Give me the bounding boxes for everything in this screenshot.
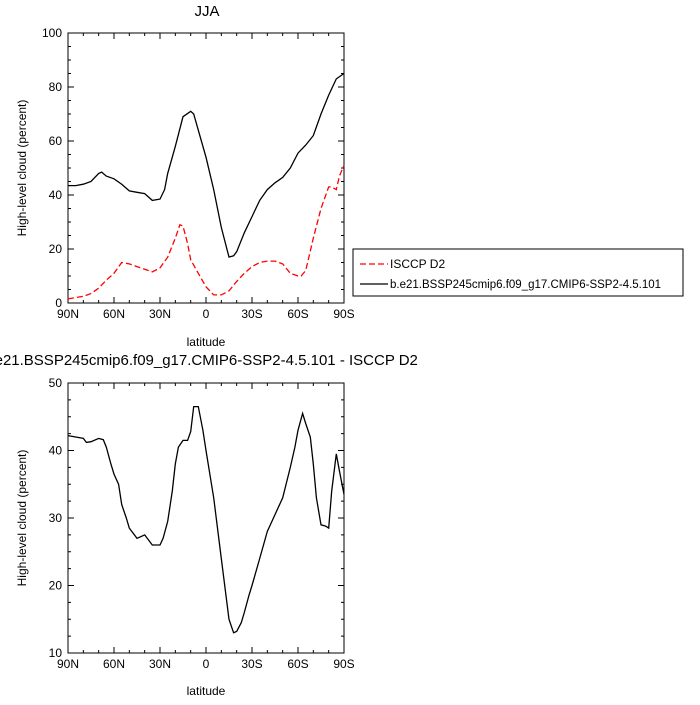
top-x-axis-label: latitude [187, 335, 226, 349]
legend-label-cesm-run: b.e21.BSSP245cmip6.f09_g17.CMIP6-SSP2-4.… [390, 279, 661, 291]
top-x-tick-label: 30S [241, 307, 262, 321]
series-line-cesm-run [68, 72, 345, 258]
top-x-tick-label: 30N [149, 307, 171, 321]
bottom-x-tick-label: 30S [241, 657, 262, 671]
top-y-tick-label: 40 [49, 188, 63, 202]
bottom-x-tick-label: 90N [57, 657, 79, 671]
top-x-tick-label: 90N [57, 307, 79, 321]
bottom-x-axis-label: latitude [187, 684, 226, 698]
bottom-x-tick-labels: 90N 60N 30N 0 30S 60S 90S [57, 657, 355, 671]
top-y-tick-label: 60 [49, 134, 63, 148]
top-x-tick-label: 0 [203, 307, 210, 321]
bottom-y-tick-label: 50 [49, 376, 63, 390]
top-chart-title: JJA [194, 3, 219, 20]
legend-box [352, 248, 684, 297]
top-axis-ticks [67, 32, 345, 304]
top-x-tick-label: 90S [333, 307, 354, 321]
legend-label-isccp-d2: ISCCP D2 [390, 257, 445, 271]
bottom-x-tick-label: 60S [287, 657, 308, 671]
bottom-chart-title: b.e21.BSSP245cmip6.f09_g17.CMIP6-SSP2-4.… [0, 352, 418, 369]
bottom-y-tick-label: 20 [49, 579, 63, 593]
bottom-plot-frame [67, 382, 345, 654]
legend: ISCCP D2 b.e21.BSSP245cmip6.f09_g17.CMIP… [352, 248, 684, 297]
top-x-tick-label: 60S [287, 307, 308, 321]
top-x-tick-label: 60N [103, 307, 125, 321]
series-line-isccp-d2 [67, 165, 345, 300]
bottom-y-tick-label: 30 [49, 511, 63, 525]
bottom-x-tick-label: 60N [103, 657, 125, 671]
bottom-panel: b.e21.BSSP245cmip6.f09_g17.CMIP6-SSP2-4.… [0, 352, 418, 698]
top-y-tick-label: 0 [55, 296, 62, 310]
top-y-tick-label: 80 [49, 80, 63, 94]
bottom-axis-ticks [67, 382, 345, 654]
bottom-x-tick-label: 0 [203, 657, 210, 671]
bottom-x-tick-label: 90S [333, 657, 354, 671]
bottom-y-tick-label: 40 [49, 444, 63, 458]
series-line-difference [67, 405, 345, 634]
bottom-y-axis-label: High-level cloud (percent) [15, 450, 29, 587]
top-plot-frame [67, 32, 345, 304]
top-x-tick-labels: 90N 60N 30N 0 30S 60S 90S [57, 307, 355, 321]
bottom-y-tick-labels: 10 20 30 40 50 [49, 376, 63, 660]
top-y-tick-labels: 0 20 40 60 80 100 [42, 26, 62, 310]
top-y-tick-label: 100 [42, 26, 62, 40]
top-panel: JJA 0 20 40 60 80 100 90N 60N 30N 0 30S … [15, 3, 355, 349]
bottom-x-tick-label: 30N [149, 657, 171, 671]
bottom-y-tick-label: 10 [49, 646, 63, 660]
top-y-axis-label: High-level cloud (percent) [15, 100, 29, 237]
top-y-tick-label: 20 [49, 242, 63, 256]
